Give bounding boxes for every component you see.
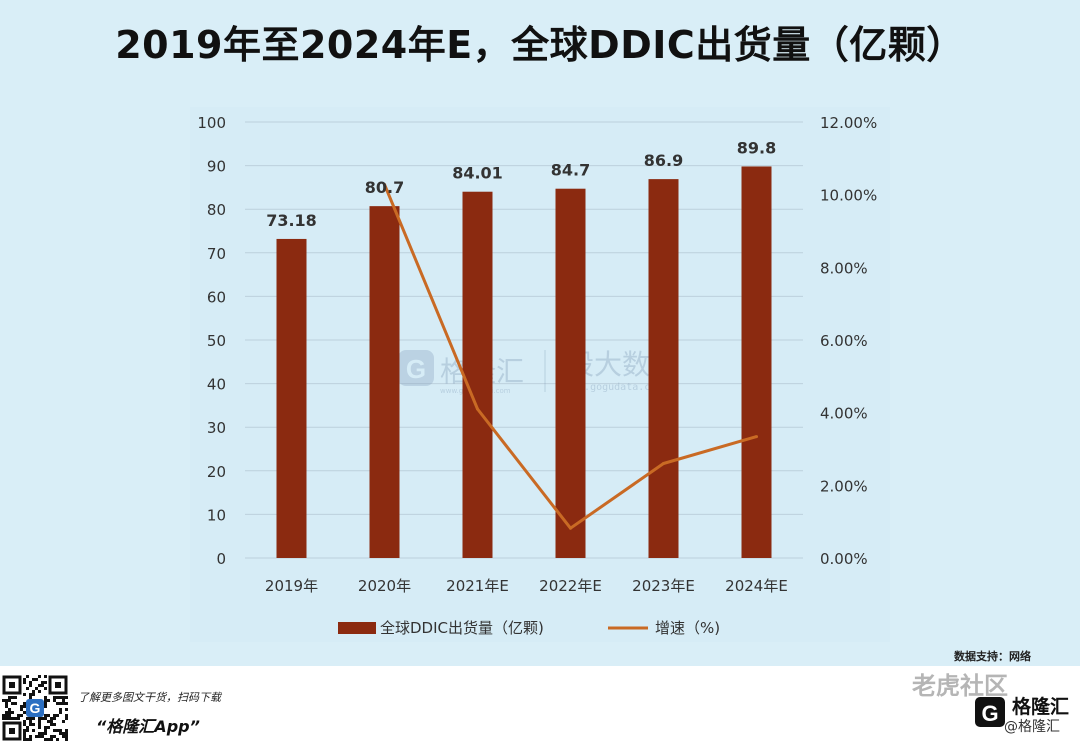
bar-data-label: 73.18 — [266, 211, 317, 230]
legend-label-line: 增速（%) — [655, 619, 720, 637]
y-tick-label: 0 — [216, 550, 226, 568]
y-tick-label: 60 — [207, 288, 226, 306]
svg-text:G: G — [406, 354, 426, 384]
source-note: 数据支持：网络 — [954, 650, 1031, 663]
bar-data-label: 84.7 — [551, 161, 590, 180]
watermark-logo-icon: G — [398, 350, 434, 386]
y-axis-right: 0.00% 2.00% 4.00% 6.00% 8.00% 10.00% 12.00% — [820, 114, 877, 568]
line-point — [662, 462, 665, 466]
y-tick-label: 30 — [207, 419, 226, 437]
bar — [648, 179, 679, 558]
y-tick-label: 80 — [207, 201, 226, 219]
gridlines — [245, 121, 803, 559]
x-tick-label: 2020年 — [358, 577, 411, 595]
bar — [369, 206, 400, 558]
line-point — [569, 526, 572, 530]
y-axis-left: 0 10 20 30 40 50 60 70 80 90 100 — [197, 114, 226, 568]
brand-name: 格隆汇 — [1012, 696, 1070, 718]
x-tick-label: 2021年E — [446, 577, 509, 595]
bar-data-labels: 73.18 80.7 84.01 84.7 86.9 89.8 — [266, 138, 776, 229]
plot-background — [190, 107, 890, 642]
y2-tick-label: 6.00% — [820, 332, 868, 350]
svg-text:G: G — [30, 700, 41, 716]
legend-swatch-bar — [338, 622, 376, 634]
bar-data-label: 89.8 — [737, 138, 776, 157]
community-watermark: 老虎社区 — [912, 672, 1008, 700]
legend-label-bar: 全球DDIC出货量（亿颗) — [380, 619, 544, 637]
y-tick-label: 20 — [207, 463, 226, 481]
line-point — [755, 435, 758, 439]
bar-series — [276, 166, 772, 559]
svg-text:G: G — [981, 701, 998, 726]
y-tick-label: 50 — [207, 332, 226, 350]
brand-user-handle: @格隆汇 — [1004, 719, 1060, 735]
y-tick-label: 90 — [207, 158, 226, 176]
bar-data-label: 80.7 — [365, 178, 404, 197]
promo-text: 了解更多图文干货，扫码下载 — [78, 691, 221, 704]
line-point — [383, 182, 386, 186]
y-tick-label: 70 — [207, 245, 226, 263]
x-tick-label: 2022年E — [539, 577, 602, 595]
y2-tick-label: 2.00% — [820, 477, 868, 495]
x-axis: 2019年 2020年 2021年E 2022年E 2023年E 2024年E — [265, 577, 788, 595]
bar — [741, 166, 772, 559]
chart: G 格隆汇 www.gelonghui.com 股大数据 www.gogudat… — [190, 107, 890, 642]
bar-data-label: 84.01 — [452, 164, 503, 183]
chart-title: 2019年至2024年E，全球DDIC出货量（亿颗） — [115, 23, 965, 67]
x-tick-label: 2023年E — [632, 577, 695, 595]
legend: 全球DDIC出货量（亿颗) 增速（%) — [338, 619, 720, 637]
footer — [0, 666, 1080, 742]
bar — [555, 188, 586, 558]
y-tick-label: 40 — [207, 376, 226, 394]
y2-tick-label: 12.00% — [820, 114, 877, 132]
y2-tick-label: 4.00% — [820, 405, 868, 423]
y2-tick-label: 10.00% — [820, 187, 877, 205]
x-tick-label: 2019年 — [265, 577, 318, 595]
line-series — [383, 182, 758, 530]
bar — [462, 191, 493, 558]
x-tick-label: 2024年E — [725, 577, 788, 595]
qr-code-icon: G — [2, 675, 68, 741]
bar — [276, 238, 307, 559]
y-tick-label: 10 — [207, 506, 226, 524]
bar-data-label: 86.9 — [644, 151, 683, 170]
y2-tick-label: 0.00% — [820, 550, 868, 568]
promo-app-name: “格隆汇App” — [96, 717, 200, 736]
line-point — [476, 407, 479, 411]
watermark-site-url: www.gogudata.com — [566, 382, 662, 393]
brand-logo-icon: G — [975, 697, 1005, 727]
y2-tick-label: 8.00% — [820, 259, 868, 277]
y-tick-label: 100 — [197, 114, 226, 132]
